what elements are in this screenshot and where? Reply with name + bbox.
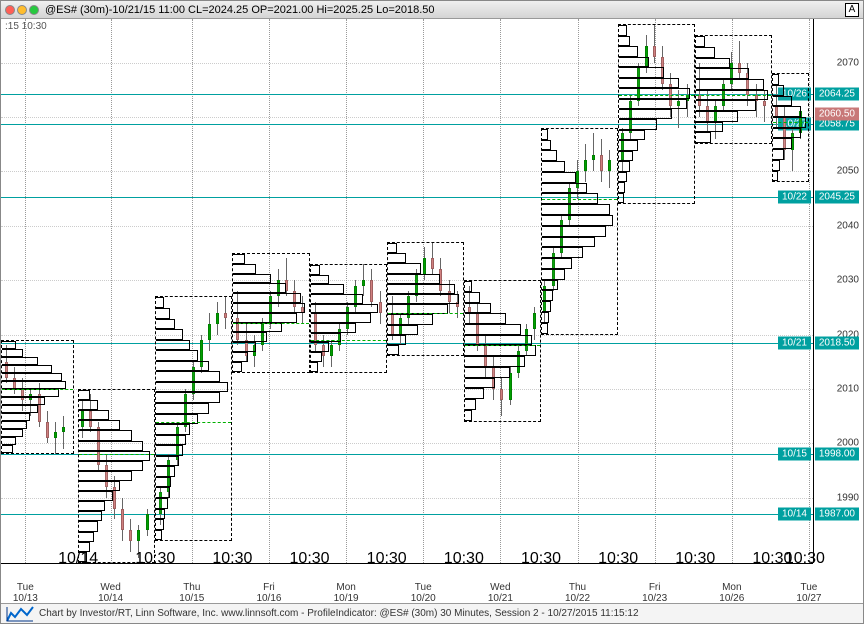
grid-horizontal xyxy=(1,226,813,227)
chart-area[interactable]: :15 10:30 10/2610/2710/2210/2110/1510/14… xyxy=(1,19,863,603)
y-axis: 1990200020102020203020402050206020702064… xyxy=(813,19,863,563)
y-tick: 2050 xyxy=(837,166,859,177)
volume-profile xyxy=(541,128,618,335)
x-subtick: 10:30 xyxy=(212,550,252,568)
x-subtick: 10:30 xyxy=(290,550,330,568)
price-level-date: 10/15 xyxy=(778,448,811,461)
maximize-icon[interactable] xyxy=(29,5,39,15)
price-level-label: 2045.25 xyxy=(815,191,859,204)
last-price-label: 2060.50 xyxy=(815,108,859,121)
x-subtick: 10:30 xyxy=(135,550,175,568)
a-badge[interactable]: A xyxy=(845,3,859,17)
x-subtick: 10:30 xyxy=(444,550,484,568)
y-tick: 2040 xyxy=(837,220,859,231)
price-level-date: 10/22 xyxy=(778,191,811,204)
titlebar: @ES# (30m)-10/21/15 11:00 CL=2024.25 OP=… xyxy=(1,1,863,19)
price-level-label: 1987.00 xyxy=(815,508,859,521)
price-level-label: 2064.25 xyxy=(815,87,859,100)
volume-profile xyxy=(464,280,541,421)
y-tick: 1990 xyxy=(837,492,859,503)
volume-profile xyxy=(310,264,387,373)
x-subtick: 10:30 xyxy=(367,550,407,568)
window-title: @ES# (30m)-10/21/15 11:00 CL=2024.25 OP=… xyxy=(45,4,435,16)
x-tick: Wed10/14 xyxy=(98,582,123,604)
y-tick: 2070 xyxy=(837,57,859,68)
x-tick: Fri10/16 xyxy=(256,582,281,604)
grid-vertical xyxy=(809,19,810,563)
price-level-label: 2018.50 xyxy=(815,336,859,349)
y-tick: 2010 xyxy=(837,383,859,394)
grid-vertical xyxy=(25,19,26,563)
volume-profile xyxy=(772,73,809,182)
volume-profile xyxy=(695,35,772,144)
minimize-icon[interactable] xyxy=(17,5,27,15)
volume-profile xyxy=(78,389,155,563)
price-level-date: 10/14 xyxy=(778,508,811,521)
x-tick: Tue10/13 xyxy=(13,582,38,604)
x-tick: Wed10/21 xyxy=(488,582,513,604)
x-tick: Tue10/27 xyxy=(796,582,821,604)
x-tick: Fri10/23 xyxy=(642,582,667,604)
x-subtick: 10:30 xyxy=(675,550,715,568)
x-tick: Mon10/26 xyxy=(719,582,744,604)
price-level-label: 1998.00 xyxy=(815,448,859,461)
volume-profile xyxy=(155,296,232,541)
x-tick: Thu10/22 xyxy=(565,582,590,604)
y-tick: 2030 xyxy=(837,275,859,286)
volume-profile xyxy=(618,24,695,204)
statusbar: Chart by Investor/RT, Linn Software, Inc… xyxy=(1,603,863,623)
x-tick: Thu10/15 xyxy=(179,582,204,604)
x-tick: Tue10/20 xyxy=(411,582,436,604)
x-tick: Mon10/19 xyxy=(334,582,359,604)
status-text: Chart by Investor/RT, Linn Software, Inc… xyxy=(39,608,639,619)
chart-canvas[interactable]: 10/2610/2710/2210/2110/1510/14 xyxy=(1,19,813,563)
volume-profile xyxy=(1,340,74,454)
price-level-date: 10/21 xyxy=(778,336,811,349)
x-subtick: 10:30 xyxy=(521,550,561,568)
logo-icon xyxy=(5,605,35,623)
x-subtick: 10:30 xyxy=(598,550,638,568)
x-subtick: 10:30 xyxy=(785,550,825,568)
x-subtick: 10/14 xyxy=(58,550,98,568)
volume-profile xyxy=(387,242,464,356)
close-icon[interactable] xyxy=(5,5,15,15)
volume-profile xyxy=(232,253,309,373)
window-buttons xyxy=(5,5,39,15)
x-axis-secondary xyxy=(1,569,813,583)
chart-window: @ES# (30m)-10/21/15 11:00 CL=2024.25 OP=… xyxy=(0,0,864,624)
